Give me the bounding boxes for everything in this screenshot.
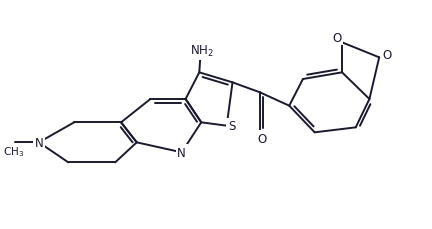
- Text: NH$_2$: NH$_2$: [190, 44, 213, 59]
- Text: O: O: [382, 49, 391, 62]
- Text: N: N: [177, 146, 186, 159]
- Text: O: O: [257, 132, 267, 145]
- Text: S: S: [228, 120, 235, 133]
- Text: O: O: [332, 32, 342, 44]
- Text: N: N: [35, 136, 43, 149]
- Text: CH$_3$: CH$_3$: [3, 145, 24, 159]
